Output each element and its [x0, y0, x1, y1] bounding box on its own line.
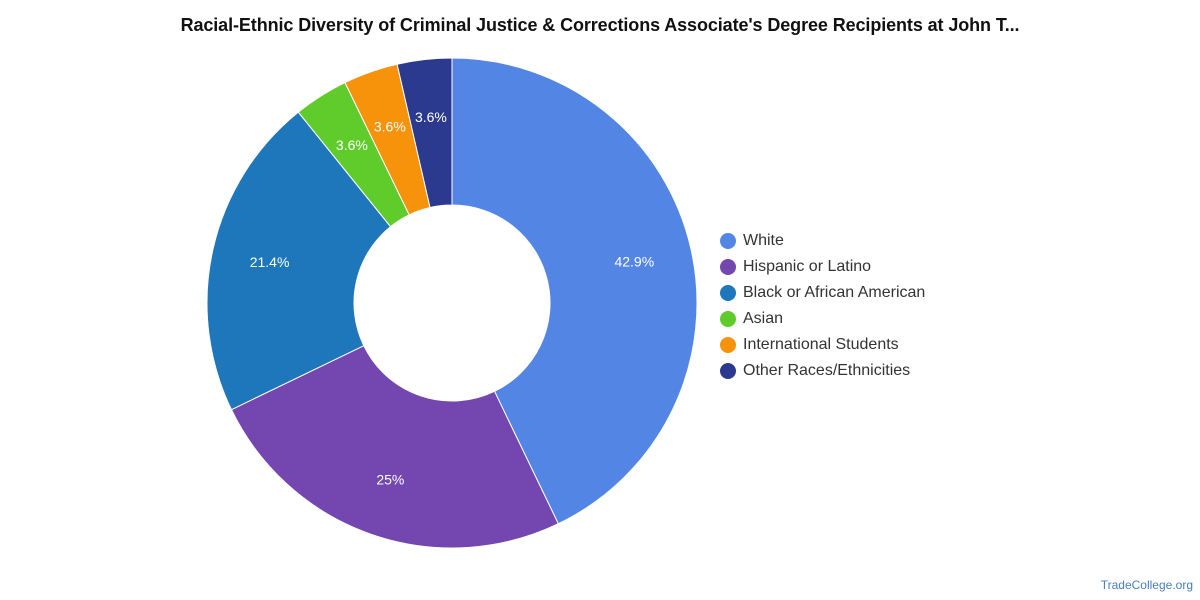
legend-label: Black or African American — [743, 284, 926, 301]
legend-item[interactable]: Other Races/Ethnicities — [720, 358, 925, 384]
chart-title: Racial-Ethnic Diversity of Criminal Just… — [180, 15, 1020, 35]
slice-label: 3.6% — [415, 109, 447, 125]
chart-legend: White Hispanic or Latino Black or African … — [720, 228, 925, 384]
legend-swatch — [720, 363, 736, 379]
slice-other-races-ethnicities[interactable] — [396, 57, 453, 209]
watermark[interactable]: TradeCollege.org — [1100, 578, 1193, 592]
legend-label: White — [743, 232, 784, 249]
legend-swatch — [720, 337, 736, 353]
slice-black-or-african-american[interactable] — [206, 111, 392, 411]
legend-swatch — [720, 233, 736, 249]
legend-item[interactable]: International Students — [720, 332, 925, 358]
slice-label: 21.4% — [250, 254, 290, 270]
legend-label: Hispanic or Latino — [743, 258, 872, 275]
legend-label: International Students — [743, 336, 899, 353]
slice-hispanic-or-latino[interactable] — [230, 344, 559, 549]
legend-item[interactable]: Asian — [720, 306, 925, 332]
legend-swatch — [720, 259, 736, 275]
legend-swatch — [720, 285, 736, 301]
slice-label: 42.9% — [614, 253, 654, 269]
legend-item[interactable]: Hispanic or Latino — [720, 254, 925, 280]
slice-label: 3.6% — [374, 119, 406, 135]
legend-swatch — [720, 311, 736, 327]
slice-white[interactable] — [451, 57, 698, 525]
legend-label: Other Races/Ethnicities — [743, 362, 911, 379]
slice-label: 25% — [376, 472, 404, 488]
slice-label: 3.6% — [336, 137, 368, 153]
legend-label: Asian — [743, 310, 784, 327]
legend-item[interactable]: Black or African American — [720, 280, 925, 306]
legend-item[interactable]: White — [720, 228, 925, 254]
